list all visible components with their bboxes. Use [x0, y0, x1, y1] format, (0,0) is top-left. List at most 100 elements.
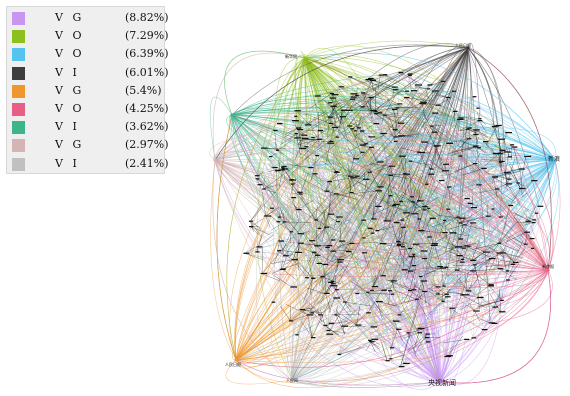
edge [498, 153, 504, 180]
edge [485, 143, 495, 154]
edge [369, 97, 373, 119]
node [368, 77, 374, 80]
edge [457, 129, 469, 147]
legend-item: V G (2.97%) [7, 137, 169, 155]
node [311, 136, 315, 139]
node [283, 255, 289, 257]
edge [407, 332, 413, 339]
edge [214, 159, 300, 235]
edge [426, 162, 434, 185]
edge [429, 159, 444, 172]
edge [421, 102, 426, 119]
edge [384, 74, 407, 88]
node [458, 155, 463, 157]
edge [351, 242, 379, 244]
node [361, 219, 366, 221]
edge [291, 355, 448, 387]
edge [474, 250, 493, 266]
edge [405, 97, 433, 102]
node [348, 76, 353, 78]
edge [293, 120, 318, 126]
edge [301, 178, 327, 192]
node [327, 116, 334, 118]
edge [335, 314, 350, 324]
node [470, 222, 477, 224]
edge [502, 252, 507, 269]
node [408, 289, 413, 292]
node [427, 84, 433, 86]
edge [402, 159, 556, 228]
edge [351, 128, 361, 151]
edge [393, 109, 398, 129]
edge [397, 229, 409, 242]
edge [298, 57, 320, 229]
edge [323, 254, 347, 265]
edge [214, 159, 291, 322]
edge [408, 334, 428, 350]
node [339, 116, 346, 118]
edge [492, 208, 506, 219]
edge [348, 109, 362, 127]
edge [231, 99, 385, 116]
edge [371, 290, 451, 309]
legend-item: V G (8.82%) [7, 10, 169, 28]
edge [372, 339, 381, 346]
node [278, 169, 285, 171]
edge [379, 112, 392, 120]
edge [465, 245, 489, 257]
edge [292, 235, 302, 260]
edge [317, 285, 332, 305]
edge [294, 55, 306, 136]
edge [285, 127, 298, 135]
node [281, 168, 289, 170]
node [382, 114, 387, 116]
edge [507, 260, 521, 281]
edge [283, 156, 556, 170]
edge [329, 282, 371, 342]
edge [411, 196, 420, 220]
edge [412, 188, 416, 203]
node [492, 306, 498, 308]
edge [344, 301, 352, 308]
edge [323, 210, 326, 228]
edge [488, 252, 499, 272]
edge [336, 171, 341, 189]
edge [385, 207, 402, 222]
legend-item: V I (3.62%) [7, 119, 169, 137]
edge [423, 206, 444, 228]
edge [262, 269, 549, 277]
edge [214, 159, 382, 244]
node [461, 247, 467, 249]
edge [478, 120, 487, 133]
edge [370, 341, 376, 353]
node [458, 222, 463, 224]
node [498, 216, 503, 218]
edge [296, 110, 556, 161]
hub-label: 新浪 [548, 155, 560, 163]
edge [381, 115, 385, 124]
edge [316, 255, 324, 263]
edge [316, 309, 320, 316]
node [481, 167, 487, 169]
edge [304, 54, 363, 94]
edge [423, 196, 439, 207]
edge [503, 205, 511, 229]
node [311, 277, 315, 279]
edge [448, 146, 476, 154]
node [324, 190, 330, 192]
edge [231, 74, 381, 116]
node [505, 183, 513, 185]
node [291, 259, 299, 261]
chart-legend: V G (8.82%) V O (7.29%) V O (6.39%) V I (6.01%)… [6, 6, 169, 174]
edge [460, 219, 476, 224]
edge [310, 155, 317, 181]
edge [514, 216, 532, 239]
edge [313, 173, 383, 291]
legend-swatch [12, 48, 25, 62]
edge [214, 159, 515, 263]
edge [283, 213, 285, 223]
edge [231, 44, 469, 116]
edge [405, 244, 415, 262]
edge [441, 292, 444, 302]
edge [214, 97, 371, 161]
